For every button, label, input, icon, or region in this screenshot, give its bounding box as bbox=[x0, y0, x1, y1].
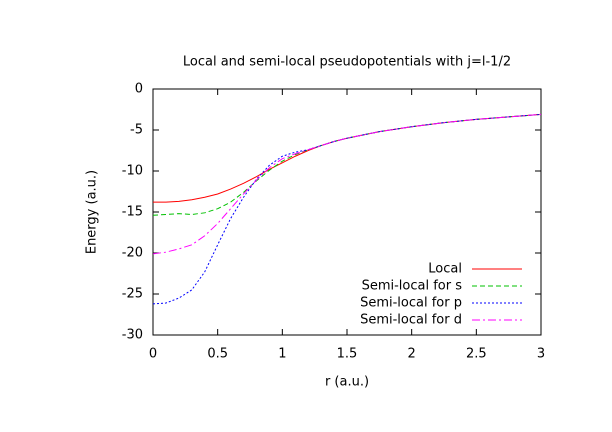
series-line bbox=[152, 113, 542, 216]
y-tick-label: -30 bbox=[122, 328, 143, 343]
series-line bbox=[153, 113, 542, 203]
y-tick-label: -5 bbox=[130, 123, 143, 138]
legend-label: Semi-local for s bbox=[362, 279, 463, 294]
y-tick-label: 0 bbox=[135, 82, 143, 97]
x-tick-label: 1 bbox=[278, 347, 286, 362]
x-tick-label: 3 bbox=[537, 347, 545, 362]
legend-label: Local bbox=[428, 262, 462, 277]
x-tick-label: 0.5 bbox=[207, 347, 228, 362]
series-line bbox=[152, 113, 542, 255]
legend-label: Semi-local for p bbox=[360, 296, 462, 311]
y-axis-label: Energy (a.u.) bbox=[85, 170, 100, 254]
x-tick-label: 2 bbox=[408, 347, 416, 362]
x-tick-label: 2.5 bbox=[466, 347, 487, 362]
y-tick-label: -10 bbox=[122, 164, 143, 179]
series-line bbox=[152, 113, 542, 305]
legend-label: Semi-local for d bbox=[360, 313, 462, 328]
chart-title: Local and semi-local pseudopotentials wi… bbox=[183, 55, 511, 70]
y-tick-label: -15 bbox=[122, 205, 143, 220]
x-axis-label: r (a.u.) bbox=[325, 375, 369, 390]
x-tick-label: 1.5 bbox=[337, 347, 358, 362]
y-tick-label: -25 bbox=[122, 287, 143, 302]
plot-border bbox=[152, 88, 542, 336]
y-tick-label: -20 bbox=[122, 246, 143, 261]
x-tick-label: 0 bbox=[149, 347, 157, 362]
